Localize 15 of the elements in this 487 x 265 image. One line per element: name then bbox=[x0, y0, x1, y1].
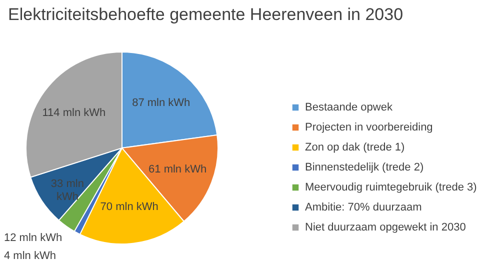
legend-label: Bestaande opwek bbox=[305, 102, 393, 114]
data-label: 87 mln kWh bbox=[132, 97, 190, 110]
legend-label: Binnenstedelijk (trede 2) bbox=[305, 162, 424, 174]
legend-label: Projecten in voorbereiding bbox=[305, 122, 433, 134]
data-label: 61 mln kWh bbox=[148, 163, 207, 176]
legend-label: Zon op dak (trede 1) bbox=[305, 142, 405, 154]
data-label: 12 mln kWh bbox=[4, 232, 62, 244]
chart-title: Elektriciteitsbehoefte gemeente Heerenveen in 2030 bbox=[8, 5, 404, 24]
legend-label: Niet duurzaam opgewekt in 2030 bbox=[305, 222, 466, 234]
data-label: 4 mln kWh bbox=[4, 250, 56, 262]
data-label: 114 mln kWh bbox=[42, 106, 106, 119]
data-label: 70 mln kWh bbox=[100, 201, 158, 214]
data-label: 33 mln kWh bbox=[50, 178, 84, 203]
legend-label: Ambitie: 70% duurzaam bbox=[305, 202, 422, 214]
legend-label: Meervoudig ruimtegebruik (trede 3) bbox=[305, 182, 477, 194]
